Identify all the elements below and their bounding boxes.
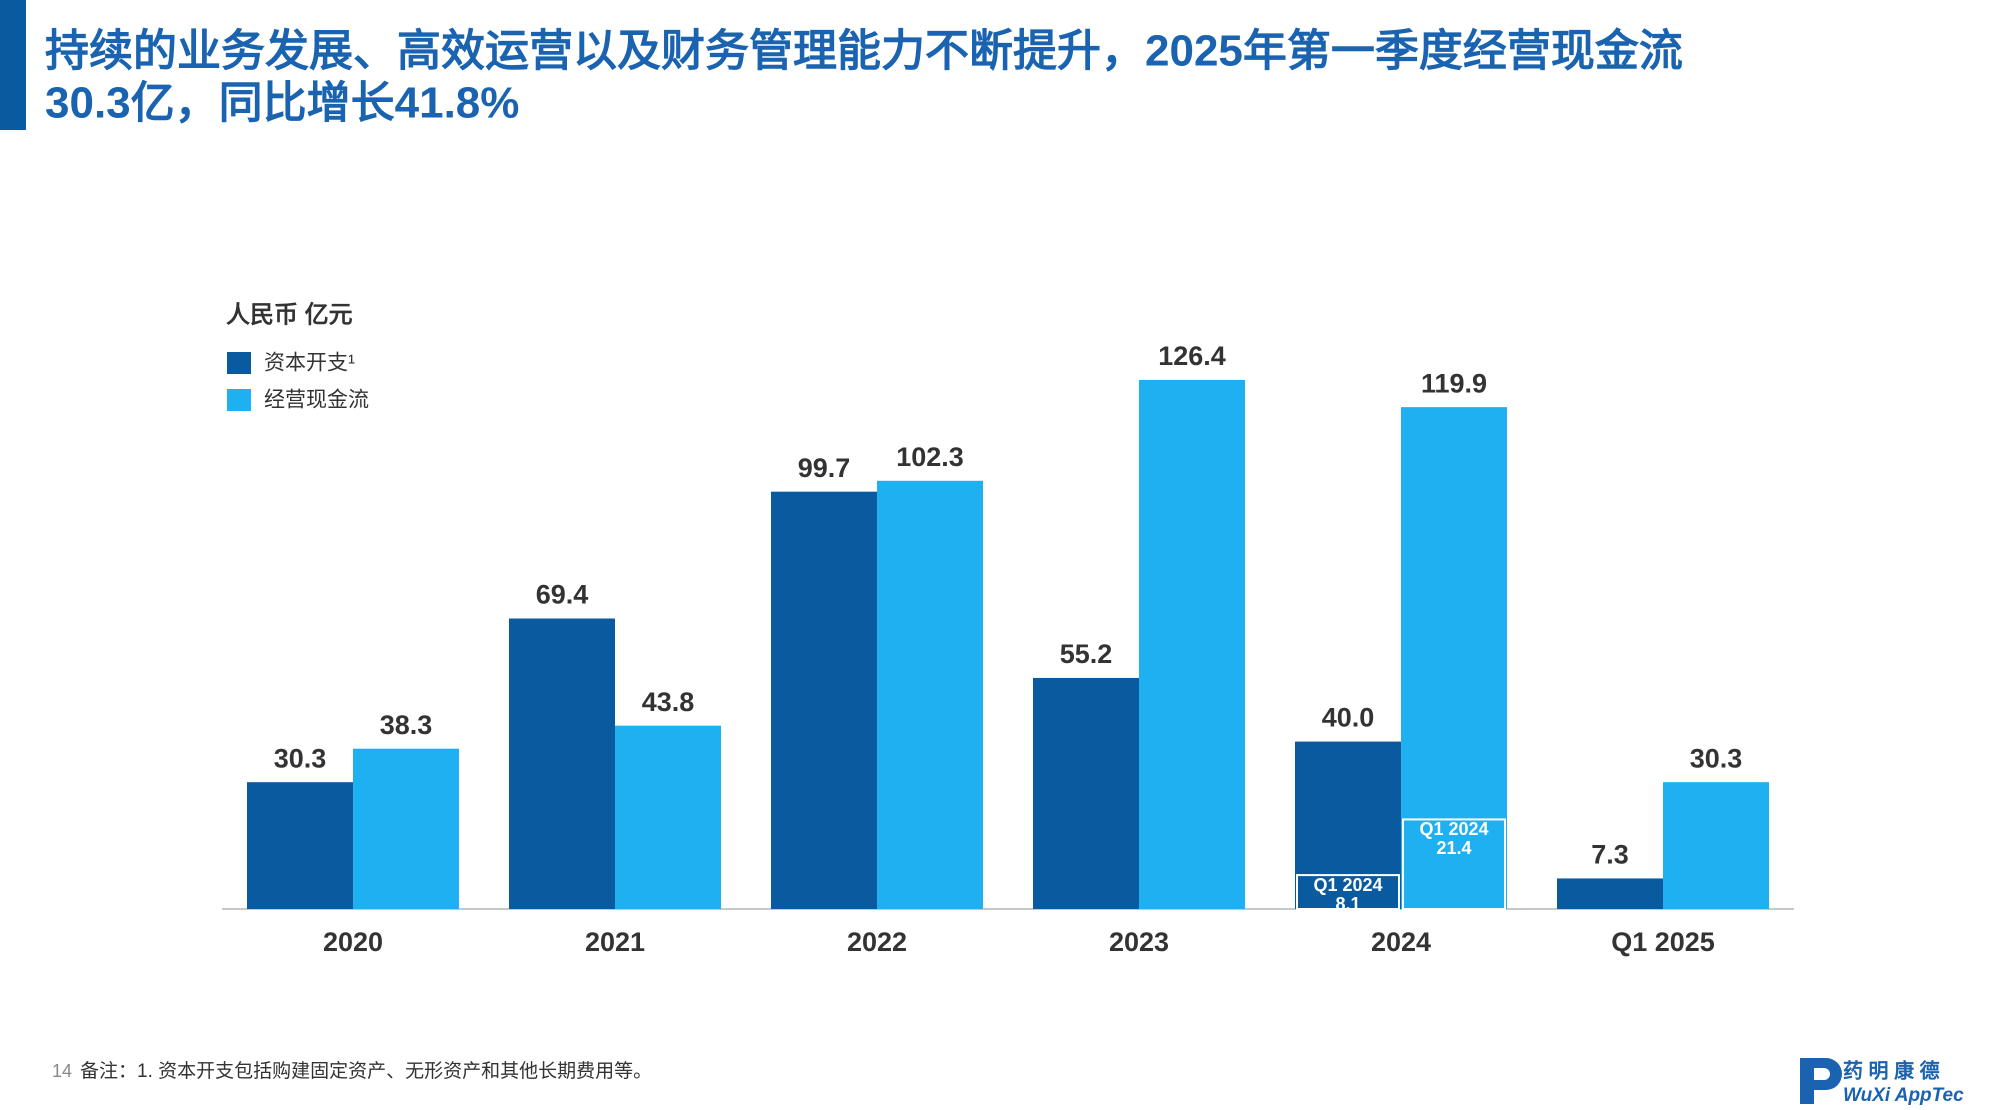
inset-value: 21.4 xyxy=(1436,838,1471,858)
bar xyxy=(1557,878,1663,909)
value-label: 40.0 xyxy=(1322,703,1375,733)
logo-icon xyxy=(1800,1058,1842,1104)
x-tick-label: 2022 xyxy=(847,927,907,957)
value-label: 99.7 xyxy=(798,453,851,483)
value-label: 55.2 xyxy=(1060,639,1113,669)
x-tick-label: 2023 xyxy=(1109,927,1169,957)
footnote: 备注：1. 资本开支包括购建固定资产、无形资产和其他长期费用等。 xyxy=(80,1060,652,1082)
inset-bar xyxy=(1296,874,1400,910)
legend-swatch xyxy=(227,352,251,374)
bar xyxy=(615,725,721,909)
legend-swatch xyxy=(227,389,251,411)
value-label: 126.4 xyxy=(1158,341,1226,371)
value-label: 119.9 xyxy=(1421,368,1487,398)
value-label: 102.3 xyxy=(896,442,964,472)
page-number: 14 xyxy=(52,1061,72,1081)
value-label: 30.3 xyxy=(274,743,327,773)
logo-english: WuXi AppTec xyxy=(1843,1085,1964,1106)
bar xyxy=(509,618,615,909)
value-label: 7.3 xyxy=(1591,840,1629,870)
x-tick-label: 2020 xyxy=(323,927,383,957)
logo-chinese: 药 明 康 德 xyxy=(1843,1058,1940,1082)
x-tick-label: 2024 xyxy=(1371,927,1431,957)
bar xyxy=(1033,677,1139,909)
title-line: 30.3亿，同比增长41.8% xyxy=(45,79,519,128)
inset-label: Q1 2024 xyxy=(1419,819,1488,839)
unit-label: 人民币 亿元 xyxy=(226,301,353,328)
value-label: 38.3 xyxy=(380,710,433,740)
inset-value: 8.1 xyxy=(1335,894,1360,914)
bar xyxy=(1663,782,1769,909)
legend-label: 经营现金流 xyxy=(264,389,369,412)
value-label: 43.8 xyxy=(642,687,695,717)
inset-label: Q1 2024 xyxy=(1313,875,1382,895)
bar xyxy=(877,480,983,909)
inset-bar xyxy=(1402,818,1506,911)
logo: 药 明 康 德 WuXi AppTec xyxy=(1800,1058,1964,1106)
bar xyxy=(247,782,353,909)
legend-label: 资本开支¹ xyxy=(264,352,355,375)
title-line: 持续的业务发展、高效运营以及财务管理能力不断提升，2025年第一季度经营现金流 xyxy=(45,27,1683,76)
x-tick-label: Q1 2025 xyxy=(1611,927,1715,957)
value-label: 69.4 xyxy=(536,580,589,610)
bar xyxy=(1139,379,1245,909)
x-tick-label: 2021 xyxy=(585,927,645,957)
bar xyxy=(771,491,877,909)
bar xyxy=(353,748,459,909)
value-label: 30.3 xyxy=(1690,743,1743,773)
title-accent xyxy=(0,0,26,130)
